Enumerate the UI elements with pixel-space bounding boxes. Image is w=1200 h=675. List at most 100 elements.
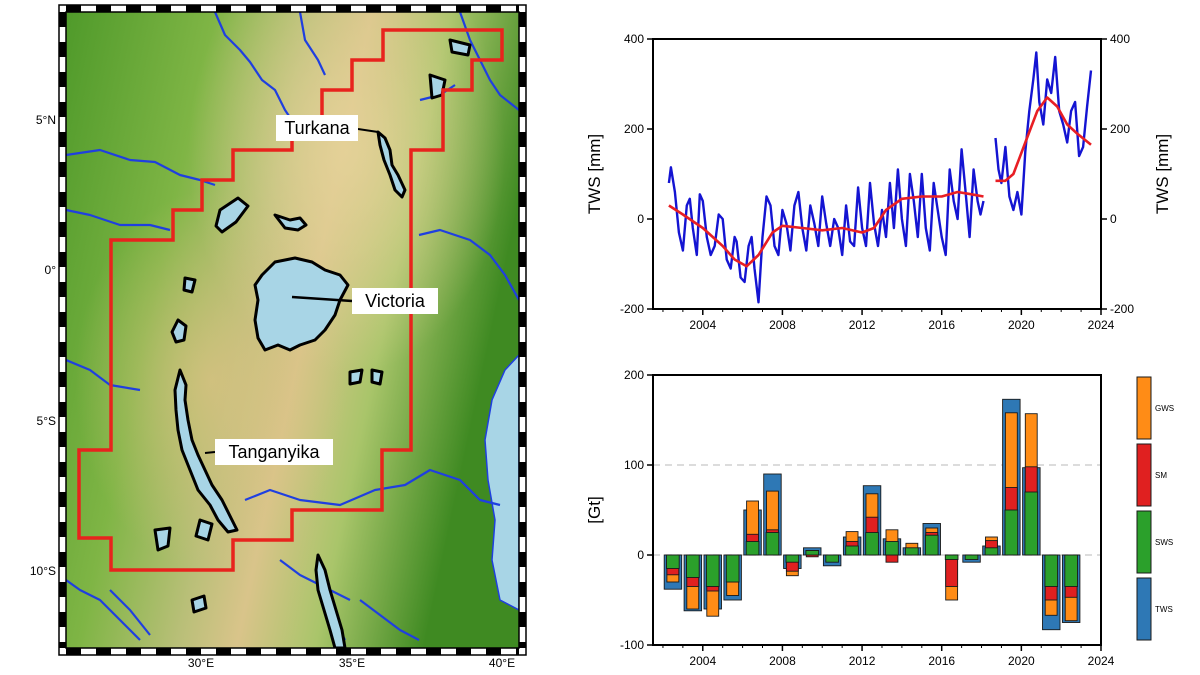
frame-segment <box>456 5 471 12</box>
frame-segment <box>126 5 141 12</box>
bar-sws <box>1024 491 1039 556</box>
frame-segment <box>366 648 381 655</box>
frame-segment <box>486 648 501 655</box>
bar-x-tick-label: 2008 <box>769 654 796 668</box>
frame-segment <box>59 402 66 417</box>
bar-x-tick-label: 2004 <box>689 654 716 668</box>
frame-segment <box>519 222 526 237</box>
bar-sws <box>745 541 760 556</box>
victoria-label: Victoria <box>365 291 426 311</box>
tws-axis-ticks: 2004 2008 2012 2016 2020 2024 -200 -200 0 0 200 200… <box>620 32 1134 332</box>
lat-tick-label: 0° <box>45 263 57 277</box>
tws-x-tick-label: 2024 <box>1088 318 1115 332</box>
bar-y-tick-label: 100 <box>624 458 644 472</box>
tws-observed-line <box>994 51 1093 216</box>
frame-segment <box>96 648 111 655</box>
frame-segment <box>66 648 81 655</box>
frame-segment <box>59 492 66 507</box>
bar-sws <box>885 541 899 556</box>
frame-segment <box>216 648 231 655</box>
frame-segment <box>96 5 111 12</box>
map-inner-border <box>65 11 520 649</box>
turkana-leader-line <box>357 128 379 133</box>
legend-label-sm: SM <box>1155 471 1167 480</box>
bar-x-tick-label: 2020 <box>1008 654 1035 668</box>
bar-sws <box>1004 509 1019 556</box>
bar-sws <box>964 554 979 560</box>
frame-segment <box>519 192 526 207</box>
bar-y-tick-label: 200 <box>624 368 644 382</box>
tws-x-tick-label: 2004 <box>689 318 716 332</box>
frame-segment <box>59 132 66 147</box>
bar-sws <box>924 534 939 556</box>
frame-segment <box>59 612 66 627</box>
lake-labels: Turkana Victoria Tanganyika <box>204 115 438 465</box>
frame-segment <box>59 162 66 177</box>
component-bar-chart: 2004 2008 2012 2016 2020 2024 -100 0 100 200 [Gt]… <box>585 368 1174 668</box>
frame-segment <box>246 648 261 655</box>
lake-ethiopia-small <box>448 38 472 57</box>
tws-y-tick-label: -200 <box>620 302 644 316</box>
bar-sws <box>705 554 720 587</box>
bar-sws <box>1064 554 1078 587</box>
lake-natron <box>348 368 364 386</box>
bar-sws <box>845 545 859 556</box>
tanganyika-label-box <box>215 439 333 465</box>
frame-segment <box>156 648 171 655</box>
lon-tick-label: 40°E <box>489 656 515 670</box>
lon-tick-label: 35°E <box>339 656 365 670</box>
map-panel: Turkana Victoria Tanganyika 30°E 35°E 40… <box>30 4 527 670</box>
frame-segment <box>59 522 66 537</box>
tws-y-right-tick-label: 400 <box>1110 32 1130 46</box>
tanganyika-leader-line <box>204 451 216 454</box>
bar-sws <box>785 554 800 563</box>
bar-x-tick-label: 2024 <box>1088 654 1115 668</box>
lat-tick-label: 5°S <box>37 414 56 428</box>
bar-y-tick-label: -100 <box>620 638 644 652</box>
bar-x-tick-label: 2012 <box>849 654 876 668</box>
lake-manyara <box>370 368 384 386</box>
frame-segment <box>59 102 66 117</box>
frame-segment <box>59 582 66 597</box>
bar-y-tick-label: 0 <box>637 548 644 562</box>
frame-segment <box>519 492 526 507</box>
bar-sws <box>825 554 839 563</box>
tws-y-right-tick-label: -200 <box>1110 302 1134 316</box>
bar-sws <box>984 547 999 556</box>
legend: GWS SM SWS TWS <box>1136 376 1174 641</box>
bar-x-tick-label: 2016 <box>928 654 955 668</box>
bar-sws <box>805 550 820 556</box>
frame-segment <box>336 5 351 12</box>
turkana-label-box <box>276 115 358 141</box>
tws-y-right-tick-label: 0 <box>1110 212 1117 226</box>
legend-label-sws: SWS <box>1155 538 1173 547</box>
legend-swatch-gws <box>1136 376 1152 440</box>
frame-segment <box>519 72 526 87</box>
frame-segment <box>456 648 471 655</box>
frame-segment <box>519 12 526 27</box>
frame-segment <box>519 432 526 447</box>
frame-segment <box>366 5 381 12</box>
frame-segment <box>59 42 66 57</box>
lake-turkana <box>376 130 407 199</box>
lakes <box>153 38 472 648</box>
tws-y-tick-label: 0 <box>637 212 644 226</box>
tws-left-axis-title: TWS [mm] <box>585 134 604 214</box>
frame-segment <box>336 648 351 655</box>
legend-swatch-tws <box>1136 577 1152 641</box>
tanganyika-label: Tanganyika <box>228 442 320 462</box>
bar-axis-ticks: 2004 2008 2012 2016 2020 2024 -100 0 100 200 <box>620 368 1115 668</box>
frame-segment <box>519 342 526 357</box>
tws-y-tick-label: 200 <box>624 122 644 136</box>
frame-segment <box>426 648 441 655</box>
frame-segment <box>306 5 321 12</box>
frame-segment <box>516 5 519 12</box>
bar-sws <box>666 554 680 569</box>
bar-sws <box>765 532 780 556</box>
frame-segment <box>216 5 231 12</box>
tws-series-lines <box>667 51 1093 304</box>
frame-segment <box>186 5 201 12</box>
bar-sws <box>725 554 740 583</box>
lake-albert <box>214 196 250 234</box>
bar-sws <box>865 532 879 556</box>
